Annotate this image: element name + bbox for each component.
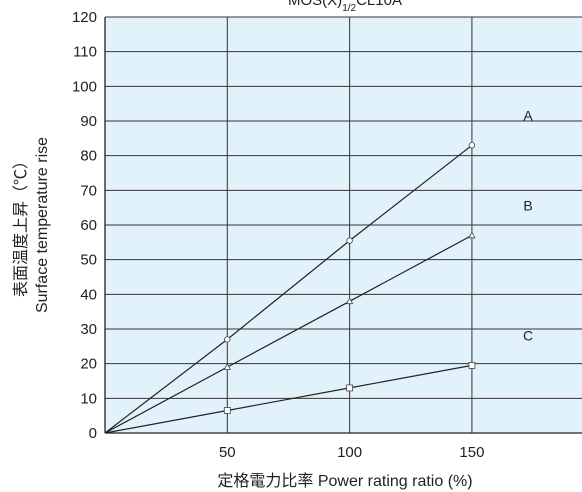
- y-axis-label-english: Surface temperature rise: [34, 137, 51, 313]
- x-tick-label: 50: [219, 444, 236, 461]
- data-point-a: [224, 336, 231, 343]
- x-tick-label: 150: [459, 444, 484, 461]
- data-point-c: [468, 361, 476, 369]
- y-axis-label-japanese: 表面温度上昇（℃）: [12, 153, 30, 297]
- series-label-c: C: [523, 327, 533, 343]
- y-tick-label: 70: [80, 182, 97, 199]
- y-tick-label: 30: [80, 321, 97, 338]
- data-point-a: [346, 237, 353, 244]
- y-tick-label: 90: [80, 113, 97, 130]
- y-tick-label: 10: [80, 390, 97, 407]
- data-point-c: [223, 407, 231, 414]
- y-tick-label: 80: [80, 148, 97, 165]
- x-axis-label: 定格電力比率 Power rating ratio (%): [217, 472, 472, 490]
- y-tick-label: 110: [73, 44, 97, 61]
- data-point-b: [223, 363, 231, 370]
- series-label-a: A: [523, 107, 533, 123]
- chart-title: MOS(X)1/2CL10A: [288, 0, 402, 14]
- y-tick-label: 120: [72, 9, 97, 26]
- y-tick-label: 50: [80, 252, 97, 269]
- y-tick-label: 0: [89, 425, 97, 442]
- y-tick-label: 20: [80, 356, 97, 373]
- series-line-b: [104, 234, 473, 434]
- y-tick-label: 60: [80, 217, 97, 234]
- x-tick-label: 100: [337, 444, 362, 461]
- data-point-a: [468, 142, 476, 149]
- data-point-c: [346, 384, 354, 392]
- series-line-a: [104, 144, 473, 434]
- y-tick-label: 40: [80, 286, 97, 303]
- data-point-b: [345, 297, 354, 305]
- series-label-b: B: [523, 197, 532, 213]
- series-line-c: [104, 364, 473, 434]
- y-tick-label: 100: [72, 78, 97, 95]
- data-point-b: [468, 231, 476, 239]
